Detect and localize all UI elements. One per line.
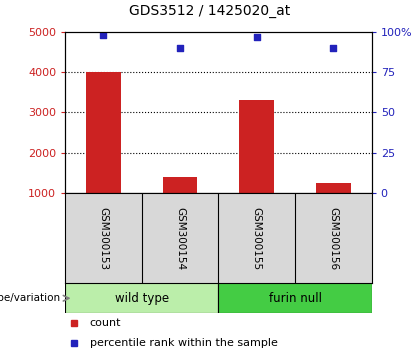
Point bbox=[177, 45, 184, 51]
Bar bbox=[163, 177, 197, 193]
Text: GSM300156: GSM300156 bbox=[328, 206, 339, 270]
Point bbox=[330, 45, 337, 51]
Text: GSM300153: GSM300153 bbox=[98, 206, 108, 270]
Bar bbox=[86, 72, 121, 193]
Point bbox=[253, 34, 260, 40]
Text: genotype/variation: genotype/variation bbox=[0, 293, 61, 303]
Text: GDS3512 / 1425020_at: GDS3512 / 1425020_at bbox=[129, 4, 291, 18]
Text: wild type: wild type bbox=[115, 292, 169, 305]
Text: percentile rank within the sample: percentile rank within the sample bbox=[89, 338, 278, 348]
Text: GSM300154: GSM300154 bbox=[175, 206, 185, 270]
Bar bbox=[218, 283, 372, 313]
Bar bbox=[65, 283, 218, 313]
Text: GSM300155: GSM300155 bbox=[252, 206, 262, 270]
Text: furin null: furin null bbox=[268, 292, 322, 305]
Text: count: count bbox=[89, 318, 121, 328]
Point bbox=[100, 32, 107, 38]
Bar bbox=[316, 183, 351, 193]
Bar bbox=[239, 100, 274, 193]
